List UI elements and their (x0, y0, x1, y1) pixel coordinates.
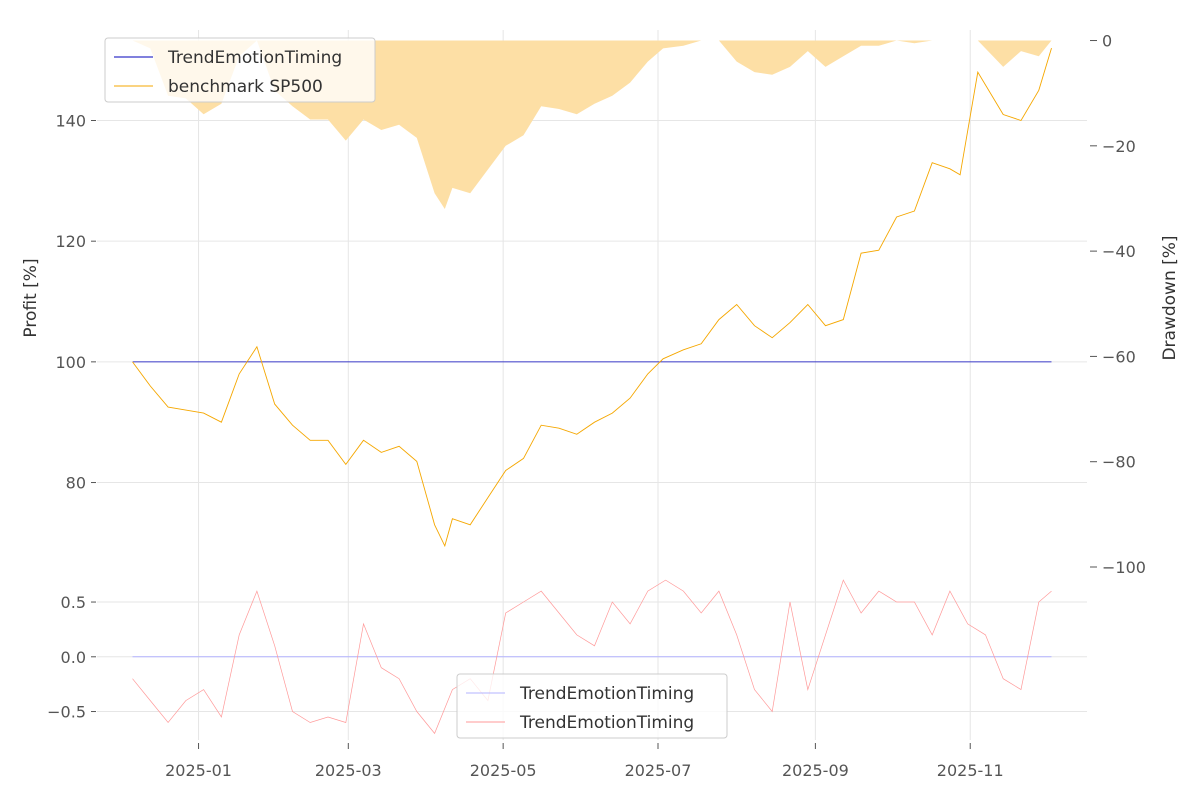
x-axis-ticks: 2025-01 2025-03 2025-05 2025-07 2025-09 2025-… (165, 743, 1004, 780)
lower-lines (132, 579, 1052, 735)
main-y-ticks: 80 100 120 140 (55, 112, 96, 493)
x-tick-label: 2025-09 (782, 761, 849, 780)
main-y-tick-label: 80 (66, 474, 86, 493)
main-y-tick-label: 140 (55, 112, 86, 131)
lower-legend-label: TrendEmotionTiming (519, 684, 694, 704)
main-panel: 80 100 120 140 −100 −80 −60 −40 −20 0 Profit [%]… (21, 30, 1180, 577)
lower-y-tick-label: −0.5 (47, 703, 86, 722)
lower-legend: TrendEmotionTiming TrendEmotionTiming (456, 673, 728, 739)
main-legend-label: benchmark SP500 (168, 77, 323, 97)
lower-y-tick-label: 0.0 (61, 648, 86, 667)
y-axis-label-right: Drawdown [%] (1160, 235, 1180, 360)
lower-y-ticks: −0.5 0.0 0.5 (47, 593, 96, 722)
y-axis-label: Profit [%] (21, 258, 41, 337)
benchmark-line (132, 47, 1052, 548)
main-y-tick-label: 120 (55, 232, 86, 251)
main-legend-label: TrendEmotionTiming (167, 48, 342, 68)
lower-legend-box (456, 673, 728, 739)
right-y-tick-label: −80 (1102, 453, 1136, 472)
main-lines (132, 47, 1052, 548)
lower-legend-label: TrendEmotionTiming (519, 713, 694, 733)
main-y-ticks-right: −100 −80 −60 −40 −20 0 (1090, 32, 1146, 577)
lower-y-tick-label: 0.5 (61, 593, 86, 612)
x-tick-label: 2025-05 (470, 761, 537, 780)
right-y-tick-label: −40 (1102, 242, 1136, 261)
right-y-tick-label: −100 (1102, 558, 1146, 577)
x-tick-label: 2025-01 (165, 761, 232, 780)
right-y-tick-label: −60 (1102, 347, 1136, 366)
x-tick-label: 2025-11 (937, 761, 1004, 780)
right-y-tick-label: 0 (1102, 32, 1112, 51)
main-legend-box (104, 37, 376, 103)
right-y-tick-label: −20 (1102, 137, 1136, 156)
main-plot-area (97, 30, 1087, 567)
x-tick-label: 2025-07 (625, 761, 692, 780)
lower-signal-line (132, 579, 1052, 735)
x-tick-label: 2025-03 (315, 761, 382, 780)
main-y-tick-label: 100 (55, 353, 86, 372)
main-legend: TrendEmotionTiming benchmark SP500 (104, 37, 376, 103)
lower-panel: −0.50.00.5 TrendEmotionTimingTrendEmotio… (47, 567, 1087, 740)
